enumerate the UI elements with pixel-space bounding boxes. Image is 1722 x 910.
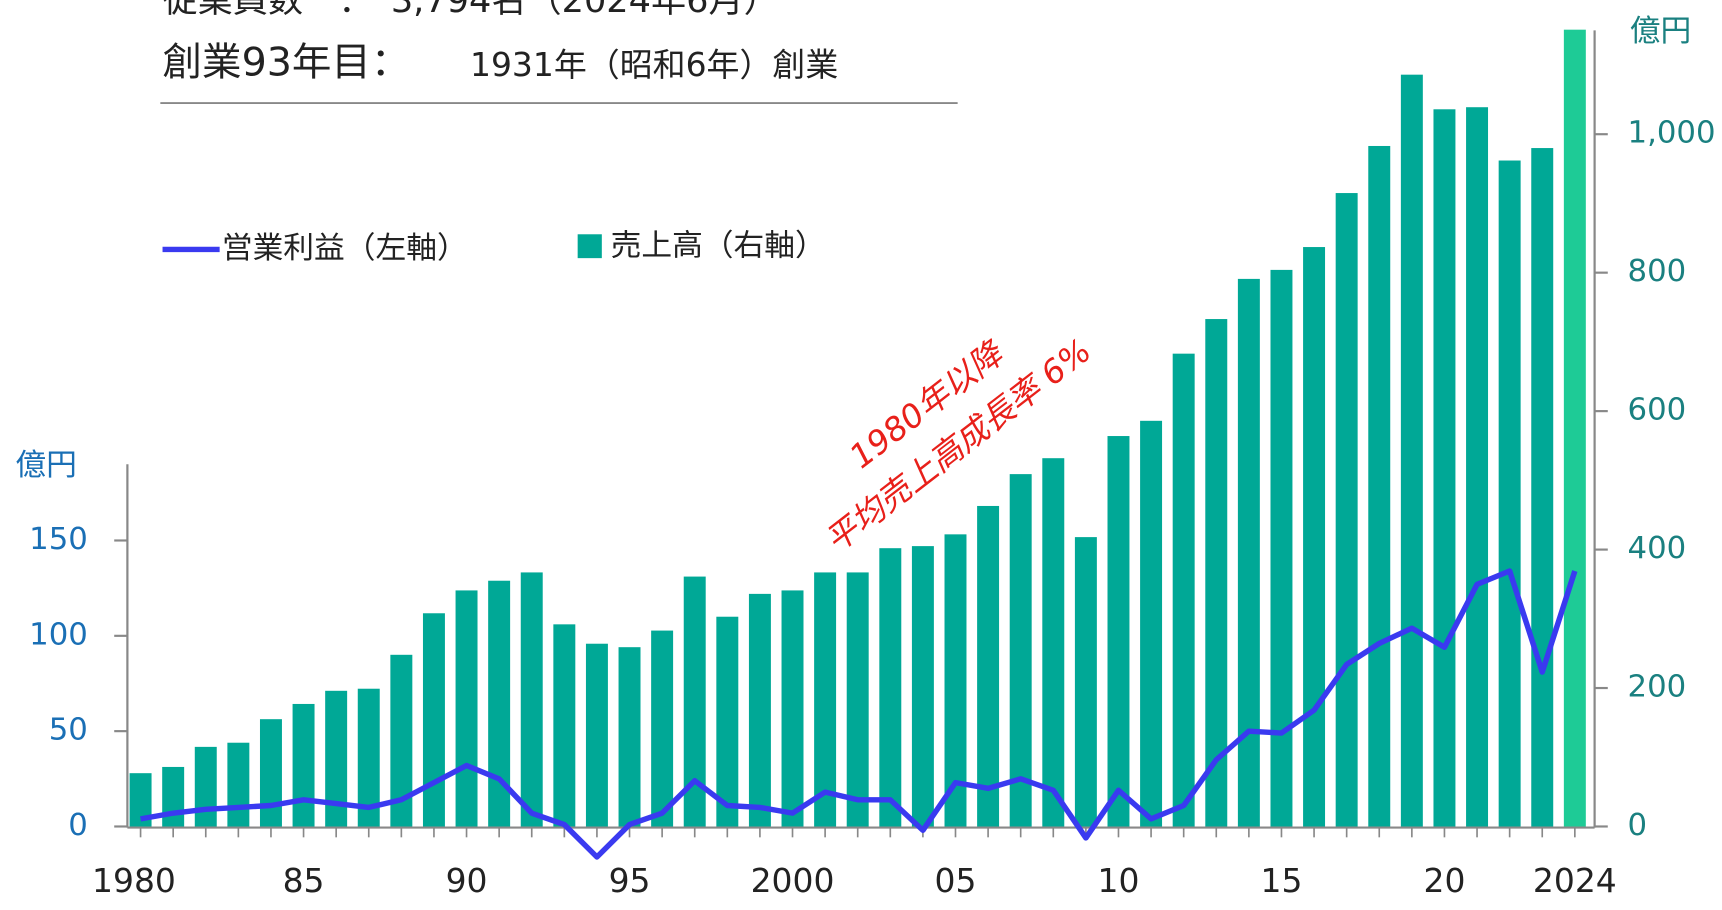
bar bbox=[1563, 29, 1586, 827]
bar bbox=[1172, 353, 1195, 827]
bar bbox=[259, 719, 282, 827]
bar bbox=[585, 643, 608, 827]
bar bbox=[292, 703, 315, 827]
x-tick-label: 1980 bbox=[92, 862, 176, 900]
x-tick-label: 90 bbox=[446, 862, 488, 900]
bar bbox=[129, 773, 152, 827]
y2-tick-label: 800 bbox=[1628, 254, 1687, 289]
y2-tick-label: 400 bbox=[1628, 531, 1687, 566]
bar bbox=[781, 590, 804, 827]
bar bbox=[1107, 436, 1130, 827]
bar bbox=[162, 766, 185, 827]
y2-tick-label: 1,000 bbox=[1628, 116, 1716, 151]
bar bbox=[1205, 319, 1228, 827]
bar bbox=[846, 572, 869, 827]
x-tick-label: 20 bbox=[1423, 862, 1465, 900]
bar bbox=[748, 593, 771, 827]
bar bbox=[1270, 269, 1293, 827]
line bbox=[140, 568, 1578, 860]
y-tick-label: 100 bbox=[29, 617, 88, 652]
bar bbox=[227, 742, 250, 827]
bar bbox=[1140, 420, 1163, 827]
y2-tick-label: 200 bbox=[1628, 670, 1687, 705]
y-tick-label: 150 bbox=[29, 522, 88, 557]
founded-label: 創業93年目： bbox=[163, 41, 411, 86]
y-axis-unit: 億円 bbox=[15, 448, 76, 483]
y2-tick-label: 600 bbox=[1628, 393, 1687, 428]
bar bbox=[1433, 109, 1456, 827]
employees: 従業員数 ： 3,794名（2024年6月） bbox=[163, 0, 779, 21]
bar bbox=[422, 613, 445, 827]
x-tick-label: 10 bbox=[1098, 862, 1140, 900]
bar bbox=[1335, 193, 1358, 827]
bar bbox=[1042, 458, 1065, 827]
x-tick-label: 05 bbox=[935, 862, 977, 900]
bar bbox=[488, 580, 511, 827]
x-tick-label: 2024 bbox=[1533, 862, 1617, 900]
y2-axis-unit: 億円 bbox=[1630, 14, 1691, 49]
bar bbox=[520, 572, 543, 827]
legend-label: 売上高（右軸） bbox=[611, 229, 826, 264]
x-tick-label: 85 bbox=[283, 862, 325, 900]
bar bbox=[1074, 537, 1097, 827]
bar bbox=[683, 576, 706, 827]
bar bbox=[1466, 107, 1489, 827]
bar bbox=[390, 654, 413, 827]
bar bbox=[814, 572, 837, 827]
bar bbox=[977, 505, 1000, 827]
bar bbox=[553, 624, 576, 827]
founded-text: 1931年（昭和6年）創業 bbox=[470, 46, 838, 84]
bar bbox=[879, 548, 902, 827]
bar bbox=[1303, 247, 1326, 827]
bar bbox=[357, 688, 380, 827]
legend-label: 営業利益（左軸） bbox=[222, 231, 468, 266]
x-tick-label: 15 bbox=[1261, 862, 1303, 900]
bar bbox=[194, 746, 217, 827]
x-tick-label: 95 bbox=[609, 862, 651, 900]
bar bbox=[618, 647, 641, 827]
bar bbox=[716, 616, 739, 827]
bar bbox=[1368, 145, 1391, 827]
y2-tick-label: 0 bbox=[1628, 808, 1648, 843]
bar bbox=[325, 690, 348, 827]
x-tick-label: 2000 bbox=[751, 862, 835, 900]
legend-swatch bbox=[577, 234, 602, 259]
bar bbox=[1009, 474, 1032, 827]
bar bbox=[1237, 278, 1260, 827]
y-tick-label: 50 bbox=[49, 713, 88, 748]
bar bbox=[651, 630, 674, 827]
bar bbox=[1400, 74, 1423, 827]
bar bbox=[455, 590, 478, 827]
bar bbox=[1498, 160, 1521, 827]
y-tick-label: 0 bbox=[68, 808, 88, 843]
bar bbox=[1531, 148, 1554, 827]
bar bbox=[944, 534, 967, 827]
bar bbox=[911, 546, 934, 827]
